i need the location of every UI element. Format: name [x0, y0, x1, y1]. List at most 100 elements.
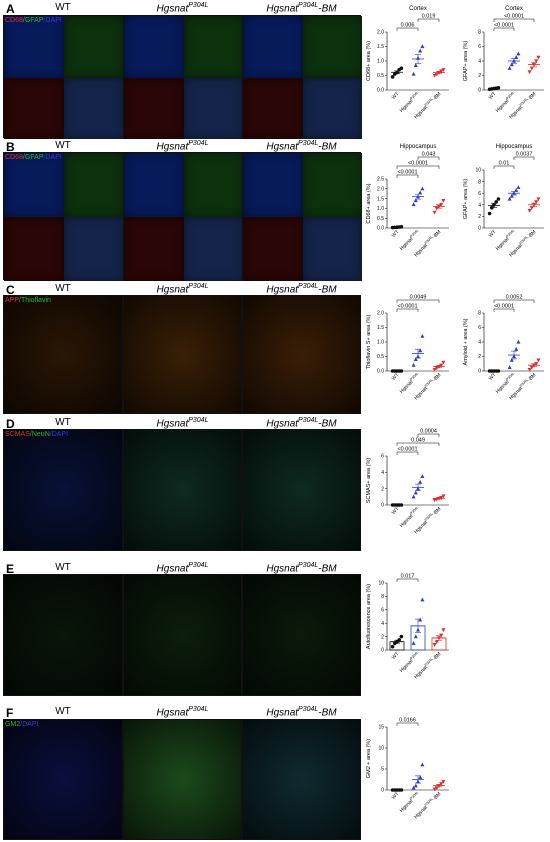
- data-point: [420, 186, 425, 191]
- y-tick-label: 4: [381, 470, 384, 476]
- significance-bracket: [396, 578, 419, 582]
- p-value-label: 0.017: [401, 574, 415, 580]
- column-title: HgsnatP304L-BM: [266, 706, 337, 719]
- y-tick-label: 2: [381, 634, 384, 640]
- significance-bracket: [396, 27, 419, 31]
- column-title: HgsnatP304L-BM: [266, 562, 337, 575]
- y-tick-label: 0: [478, 88, 481, 94]
- y-tick-label: 0.0: [377, 88, 384, 94]
- y-tick-label: 1.0: [377, 206, 384, 212]
- y-tick-label: 4: [478, 59, 481, 65]
- image-quadrant: [64, 16, 124, 78]
- data-point: [420, 597, 425, 602]
- y-tick-label: 0: [478, 369, 481, 375]
- significance-bracket: [396, 174, 419, 178]
- image-quadrant: [302, 16, 362, 78]
- chart-title: Cortex: [409, 6, 427, 12]
- data-point: [413, 198, 418, 203]
- y-tick-label: 2: [381, 486, 384, 492]
- data-point: [514, 55, 519, 59]
- stain-label: CD68/GFAP/DAPI: [5, 154, 62, 162]
- y-tick-label: 8: [381, 594, 384, 600]
- y-tick-label: 10: [378, 581, 384, 587]
- x-tick-label: WT: [488, 91, 498, 101]
- p-value-label: <0.0001: [494, 23, 514, 29]
- data-point: [516, 185, 521, 189]
- data-point: [441, 360, 446, 365]
- p-value-label: <0.0001: [397, 170, 417, 176]
- data-point: [536, 55, 541, 60]
- y-tick-label: 0: [381, 648, 384, 654]
- stain-part: /GFAP: [22, 17, 44, 24]
- micrograph-panel: [3, 429, 123, 551]
- p-value-label: 0.049: [411, 438, 425, 444]
- data-point: [527, 367, 532, 372]
- x-tick-label: WT: [391, 651, 401, 661]
- column-title: HgsnatP304L: [156, 140, 209, 153]
- y-tick-label: 0: [381, 503, 384, 509]
- column-title: WT: [55, 706, 71, 717]
- data-point: [527, 70, 532, 75]
- y-tick-label: 2: [478, 354, 481, 360]
- y-tick-label: 2.0: [377, 187, 384, 193]
- column-title: WT: [55, 2, 71, 13]
- data-point: [413, 783, 418, 788]
- significance-bracket: [493, 18, 535, 22]
- column-title: HgsnatP304L: [156, 283, 209, 296]
- y-tick-label: 6: [381, 454, 384, 460]
- micrograph-panel: [242, 15, 362, 139]
- data-point: [496, 86, 501, 90]
- data-point: [413, 63, 418, 67]
- micrograph-panel: [242, 152, 362, 281]
- y-tick-label: 0.5: [377, 73, 384, 79]
- y-axis-label: CD68+ area (%): [366, 183, 372, 223]
- data-point: [496, 197, 501, 201]
- data-point: [413, 357, 418, 361]
- data-point: [420, 334, 425, 338]
- stain-part: CD68: [5, 154, 23, 161]
- significance-bracket: [396, 165, 440, 169]
- data-point: [441, 494, 446, 499]
- panel-letter: E: [6, 562, 15, 576]
- y-tick-label: 2: [478, 214, 481, 220]
- significance-bracket: [396, 299, 440, 303]
- panel-letter: C: [6, 283, 15, 297]
- significance-bracket: [513, 156, 535, 160]
- data-point: [509, 62, 514, 67]
- stain-label: SCMAS/NeuN/DAPI: [5, 431, 68, 439]
- data-point: [411, 494, 416, 499]
- data-point: [487, 211, 492, 216]
- column-title: WT: [55, 562, 71, 573]
- data-point: [418, 190, 423, 195]
- data-point: [434, 786, 439, 791]
- data-point: [534, 200, 539, 205]
- micrograph-panel: [123, 152, 243, 281]
- y-tick-label: 1.5: [377, 44, 384, 50]
- stain-part: /NeuN: [29, 431, 50, 438]
- data-point: [411, 785, 416, 790]
- y-tick-label: 1.5: [377, 325, 384, 331]
- data-point: [509, 193, 514, 198]
- y-tick-label: 0.0: [377, 226, 384, 232]
- column-title: HgsnatP304L-BM: [266, 417, 337, 430]
- y-tick-label: 10: [378, 746, 384, 752]
- significance-bracket: [396, 442, 440, 446]
- data-point: [507, 365, 512, 369]
- image-quadrant: [243, 16, 303, 78]
- y-tick-label: 2.5: [377, 177, 384, 183]
- data-point: [420, 44, 425, 49]
- micrograph-panel: [3, 719, 123, 840]
- p-value-label: 0.0052: [506, 295, 523, 301]
- y-tick-label: 0: [478, 226, 481, 232]
- y-axis-label: SCMAS+ area (%): [366, 458, 372, 504]
- image-quadrant: [64, 153, 124, 217]
- significance-bracket: [417, 18, 440, 22]
- chart-title: Hippocampus: [496, 144, 533, 150]
- data-point: [420, 474, 425, 479]
- data-point: [516, 51, 521, 56]
